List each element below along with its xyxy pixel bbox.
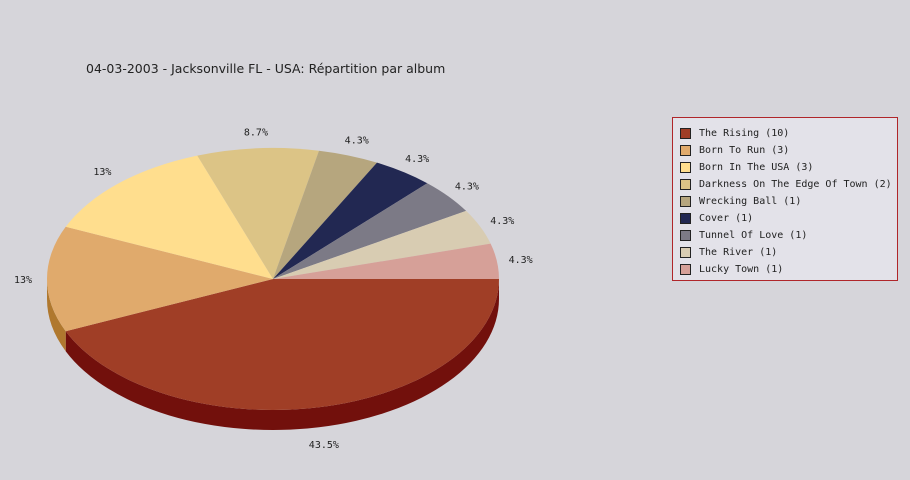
pie-slice-born-in-the-usa (65, 155, 274, 279)
pie-slice-born-to-run (46, 226, 273, 332)
legend-swatch (680, 213, 691, 224)
pie-slice-darkness-on-the-edge-of-town (197, 148, 319, 279)
legend-item: The Rising (10) (673, 125, 897, 142)
pie-slice-wrecking-ball (273, 150, 377, 279)
legend-swatch (680, 196, 691, 207)
legend-swatch (680, 230, 691, 241)
pie-percent-label: 4.3% (509, 255, 533, 266)
legend-swatch (680, 128, 691, 139)
pie-percent-label: 4.3% (345, 136, 369, 147)
pie-percent-labels: 43.5% 13% 13% 8.7% 4.3% 4.3% 4.3% 4.3% 4.3% (14, 127, 533, 451)
legend-label: The River (1) (699, 247, 778, 258)
legend-label: The Rising (10) (699, 128, 790, 139)
legend-label: Lucky Town (1) (699, 264, 784, 275)
pie-side-born-to-run (47, 279, 66, 352)
legend-item: The River (1) (673, 244, 897, 261)
legend-item: Born In The USA (3) (673, 159, 897, 176)
pie-slice-the-river (273, 210, 491, 279)
legend-label: Wrecking Ball (1) (699, 196, 802, 207)
legend-swatch (680, 264, 691, 275)
legend-label: Tunnel Of Love (1) (699, 230, 808, 241)
legend-item: Born To Run (3) (673, 142, 897, 159)
pie-slice-cover (273, 162, 428, 279)
legend-label: Born To Run (3) (699, 145, 790, 156)
legend-item: Wrecking Ball (1) (673, 193, 897, 210)
pie-percent-label: 4.3% (455, 182, 479, 193)
pie-percent-label: 4.3% (490, 216, 514, 227)
pie-depth (47, 279, 500, 431)
legend-swatch (680, 247, 691, 258)
pie-percent-label: 43.5% (309, 440, 339, 451)
legend-item: Lucky Town (1) (673, 261, 897, 278)
legend-label: Born In The USA (3) (699, 162, 814, 173)
pie-slice-tunnel-of-love (273, 183, 467, 279)
pie-slice-the-rising (65, 279, 500, 411)
legend-label: Cover (1) (699, 213, 754, 224)
pie-slices (46, 148, 500, 411)
pie-side-the-rising (65, 279, 500, 431)
legend-item: Cover (1) (673, 210, 897, 227)
legend-item: Darkness On The Edge Of Town (2) (673, 176, 897, 193)
pie-percent-label: 13% (93, 167, 111, 178)
legend: The Rising (10) Born To Run (3) Born In Th… (672, 117, 898, 281)
legend-swatch (680, 145, 691, 156)
pie-slice-lucky-town (273, 243, 499, 279)
legend-item: Tunnel Of Love (1) (673, 227, 897, 244)
legend-swatch (680, 179, 691, 190)
pie-percent-label: 4.3% (405, 154, 429, 165)
pie-percent-label: 8.7% (244, 127, 268, 138)
legend-label: Darkness On The Edge Of Town (2) (699, 179, 892, 190)
chart-title: 04-03-2003 - Jacksonville FL - USA: Répa… (86, 61, 446, 76)
legend-swatch (680, 162, 691, 173)
pie-percent-label: 13% (14, 275, 32, 286)
